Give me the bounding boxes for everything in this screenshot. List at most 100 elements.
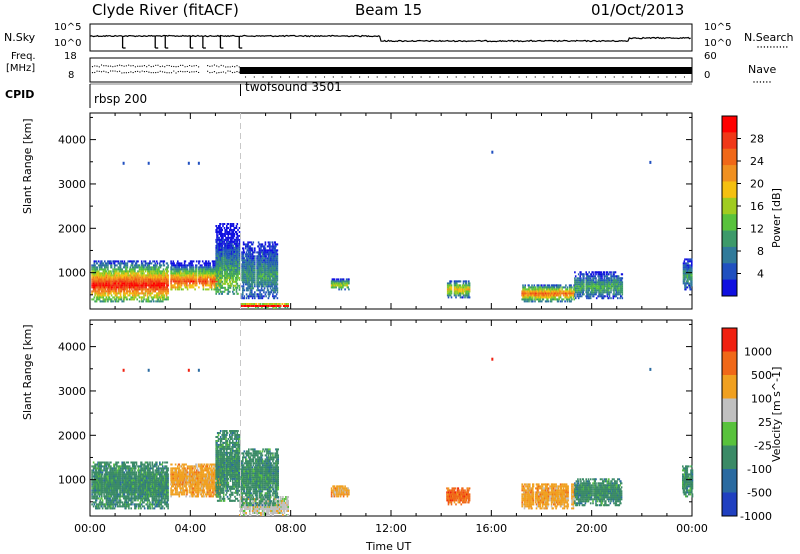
range-gate-cell xyxy=(243,243,246,246)
range-gate-cell xyxy=(276,253,279,256)
range-gate-cell xyxy=(167,280,169,283)
nave-dot xyxy=(244,76,247,78)
range-gate-cell xyxy=(130,264,132,267)
range-gate-cell xyxy=(167,284,169,287)
range-gate-cell xyxy=(221,280,223,283)
range-gate-cell xyxy=(586,295,588,298)
range-gate-cell xyxy=(259,273,261,276)
range-gate-cell xyxy=(191,266,193,269)
range-gate-cell xyxy=(257,281,260,284)
range-gate-cell xyxy=(553,284,556,287)
range-gate-cell xyxy=(148,290,150,293)
freq-dot xyxy=(132,65,134,67)
range-gate-cell xyxy=(120,272,123,275)
range-gate-cell xyxy=(450,290,453,293)
range-gate-cell xyxy=(257,251,260,254)
range-gate-cell xyxy=(162,292,165,295)
range-gate-cell xyxy=(254,273,256,276)
range-gate-cell xyxy=(259,251,261,254)
range-gate-cell xyxy=(257,253,260,256)
range-gate-cell xyxy=(581,289,584,292)
range-gate-cell xyxy=(259,257,261,260)
range-gate-cell xyxy=(604,289,606,292)
range-gate-cell xyxy=(446,282,449,285)
range-gate-cell xyxy=(264,241,267,244)
range-gate-cell xyxy=(135,294,138,297)
range-gate-cell xyxy=(173,262,175,265)
range-gate-cell xyxy=(449,292,451,295)
range-gate-cell xyxy=(110,260,112,263)
freq-dot xyxy=(125,72,127,74)
range-gate-cell xyxy=(577,279,580,282)
range-gate-cell xyxy=(143,266,145,269)
range-gate-cell xyxy=(119,270,121,273)
range-gate-cell xyxy=(254,265,256,268)
nave-dot xyxy=(376,76,378,78)
range-gate-cell xyxy=(127,278,129,281)
range-gate-cell xyxy=(98,266,101,269)
range-gate-cell xyxy=(458,294,460,297)
range-gate-cell xyxy=(205,284,208,287)
nave-dot xyxy=(350,76,352,78)
range-gate-cell xyxy=(233,270,236,273)
range-gate-cell xyxy=(259,277,261,280)
range-gate-cell xyxy=(251,303,253,305)
range-gate-cell xyxy=(118,272,120,275)
range-gate-cell xyxy=(216,280,218,283)
range-gate-cell xyxy=(174,282,177,285)
range-gate-cell xyxy=(163,282,166,285)
range-gate-cell xyxy=(145,280,147,283)
range-gate-cell xyxy=(105,282,108,285)
range-gate-cell xyxy=(227,292,230,295)
range-gate-cell xyxy=(238,270,241,273)
range-gate-cell xyxy=(183,262,186,265)
freq-dot xyxy=(94,65,96,67)
range-gate-cell xyxy=(145,274,147,277)
range-gate-cell xyxy=(170,282,172,285)
range-gate-cell xyxy=(138,286,141,289)
range-gate-cell xyxy=(254,293,256,296)
range-gate-cell xyxy=(121,288,123,291)
nave-dot xyxy=(666,76,668,78)
range-gate-cell xyxy=(235,276,238,279)
range-gate-cell xyxy=(257,245,260,248)
range-gate-cell xyxy=(256,267,258,270)
range-gate-cell xyxy=(258,289,261,292)
range-gate-cell xyxy=(145,284,147,287)
range-gate-cell xyxy=(233,268,236,271)
range-gate-cell xyxy=(251,293,253,296)
range-gate-cell xyxy=(338,288,340,291)
freq-dot xyxy=(193,71,195,73)
range-gate-cell xyxy=(557,284,560,287)
range-gate-cell xyxy=(450,284,453,287)
range-gate-cell xyxy=(237,258,239,261)
range-gate-cell xyxy=(222,274,224,277)
range-gate-cell xyxy=(276,265,279,268)
range-gate-cell xyxy=(184,260,187,263)
range-gate-cell xyxy=(251,243,254,246)
range-gate-cell xyxy=(117,292,120,295)
range-gate-cell xyxy=(135,264,138,267)
range-gate-cell xyxy=(261,305,264,307)
range-gate-cell xyxy=(180,280,183,283)
range-gate-cell xyxy=(336,284,339,287)
range-gate-cell xyxy=(227,231,230,233)
range-gate-cell xyxy=(149,290,152,293)
range-gate-cell xyxy=(266,305,268,307)
range-gate-cell xyxy=(174,284,176,287)
range-gate-cell xyxy=(236,278,239,281)
range-gate-cell xyxy=(332,278,334,281)
range-gate-cell xyxy=(238,278,241,281)
range-gate-cell xyxy=(207,280,209,283)
range-gate-cell xyxy=(186,270,189,273)
range-gate-cell xyxy=(238,262,241,265)
nave-dot xyxy=(604,76,607,78)
range-gate-cell xyxy=(588,287,590,290)
range-gate-cell xyxy=(604,275,606,278)
range-gate-cell xyxy=(266,261,269,264)
range-gate-cell xyxy=(260,275,263,278)
freq-dot xyxy=(139,65,141,67)
range-gate-cell xyxy=(220,278,223,281)
range-gate-cell xyxy=(173,266,175,269)
range-gate-cell xyxy=(152,260,154,263)
